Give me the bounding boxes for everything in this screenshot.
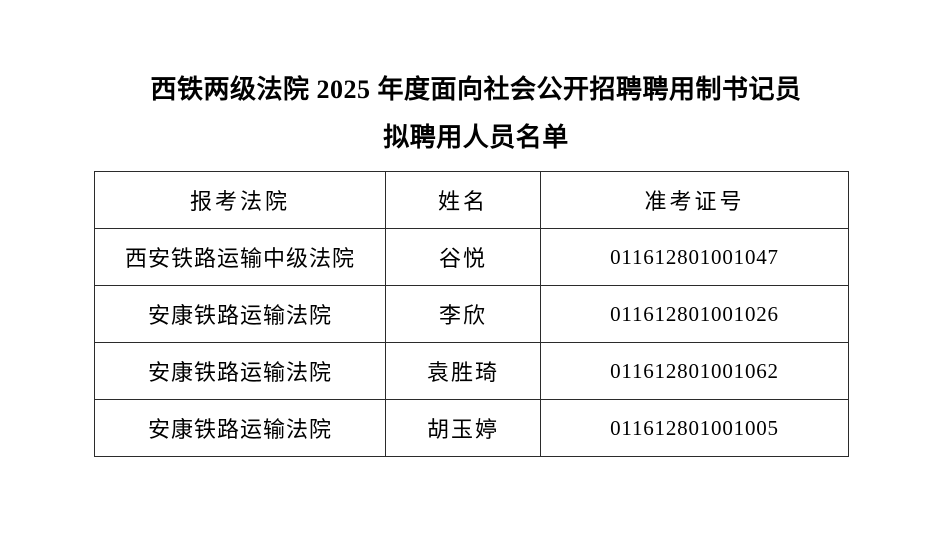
cell-court: 西安铁路运输中级法院 bbox=[94, 228, 386, 286]
cell-ticket-number: 011612801001047 bbox=[540, 228, 849, 286]
table-row: 安康铁路运输法院 李欣 011612801001026 bbox=[94, 285, 849, 343]
cell-name: 李欣 bbox=[385, 285, 541, 343]
cell-name: 袁胜琦 bbox=[385, 342, 541, 400]
document-title-line-1: 西铁两级法院 2025 年度面向社会公开招聘聘用制书记员 bbox=[150, 75, 802, 104]
cell-ticket-number: 011612801001026 bbox=[540, 285, 849, 343]
table-row: 安康铁路运输法院 袁胜琦 011612801001062 bbox=[94, 342, 849, 400]
cell-name: 谷悦 bbox=[385, 228, 541, 286]
cell-name: 胡玉婷 bbox=[385, 399, 541, 457]
cell-court: 安康铁路运输法院 bbox=[94, 399, 386, 457]
table-header: 报考法院 姓名 准考证号 bbox=[94, 171, 849, 229]
cell-ticket-number: 011612801001062 bbox=[540, 342, 849, 400]
roster-table-container: 报考法院 姓名 准考证号 西安铁路运输中级法院 谷悦 0116128010010… bbox=[94, 171, 849, 457]
table-header-row: 报考法院 姓名 准考证号 bbox=[94, 171, 849, 229]
table-row: 西安铁路运输中级法院 谷悦 011612801001047 bbox=[94, 228, 849, 286]
document-title-line-2: 拟聘用人员名单 bbox=[383, 123, 569, 152]
table-row: 安康铁路运输法院 胡玉婷 011612801001005 bbox=[94, 399, 849, 457]
cell-court: 安康铁路运输法院 bbox=[94, 342, 386, 400]
column-header-ticket: 准考证号 bbox=[540, 171, 849, 229]
column-header-court: 报考法院 bbox=[94, 171, 386, 229]
document-title: 西铁两级法院 2025 年度面向社会公开招聘聘用制书记员 拟聘用人员名单 bbox=[0, 66, 948, 162]
column-header-name: 姓名 bbox=[385, 171, 541, 229]
table-body: 西安铁路运输中级法院 谷悦 011612801001047 安康铁路运输法院 李… bbox=[94, 228, 849, 457]
cell-court: 安康铁路运输法院 bbox=[94, 285, 386, 343]
roster-table: 报考法院 姓名 准考证号 西安铁路运输中级法院 谷悦 0116128010010… bbox=[94, 171, 849, 457]
cell-ticket-number: 011612801001005 bbox=[540, 399, 849, 457]
